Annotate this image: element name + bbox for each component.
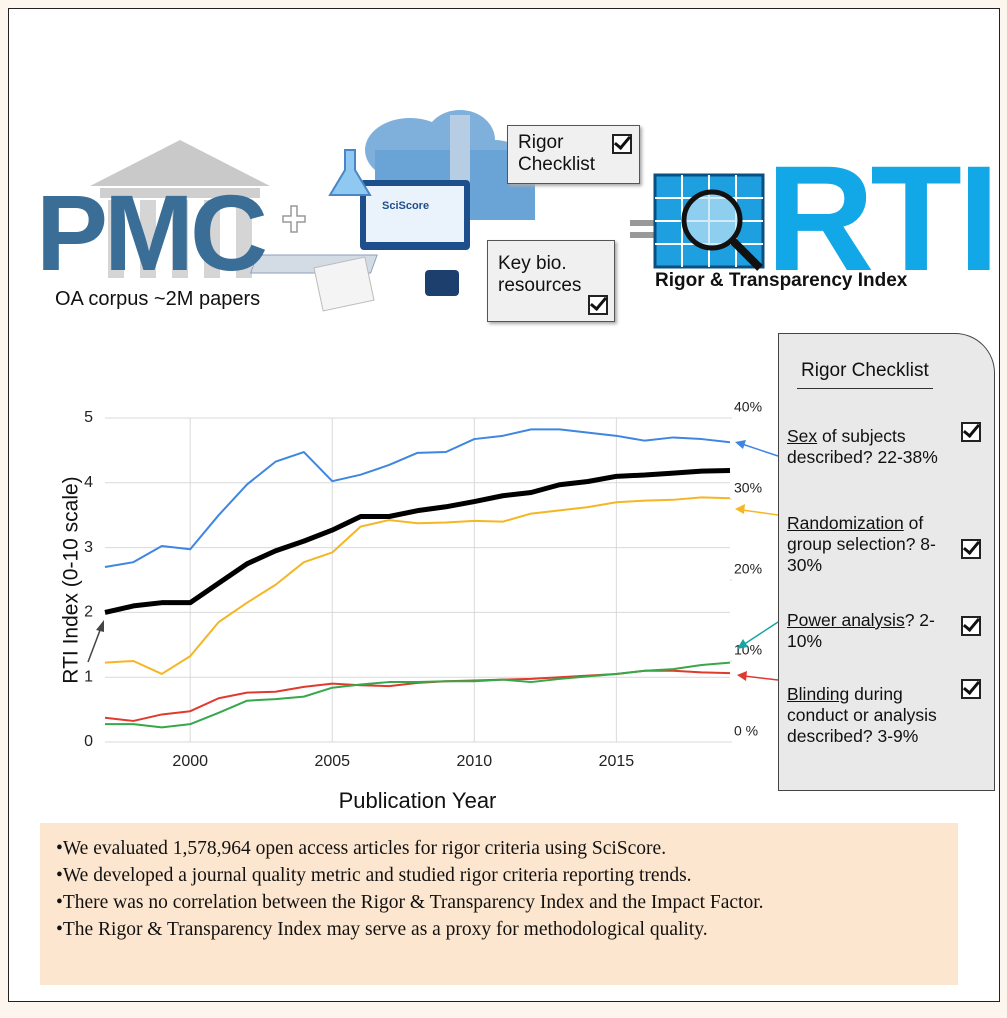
item-text: during conduct or analysis described? 3-… — [787, 684, 937, 746]
checklist-item: Sex of subjects described? 22-38% — [787, 426, 957, 468]
x-tick-label: 2005 — [314, 753, 350, 770]
resources-box: Key bio. resources — [487, 240, 615, 322]
y-tick-label: 4 — [84, 474, 93, 491]
x-tick-label: 2000 — [172, 753, 208, 770]
y-tick-label: 1 — [84, 668, 93, 685]
arrow — [741, 443, 779, 457]
arrow — [741, 509, 779, 516]
arrowhead — [735, 504, 745, 514]
screen — [366, 186, 464, 242]
y2-tick-label: 20% — [734, 561, 762, 577]
mouse-pad — [425, 270, 459, 296]
y2-tick-label: 30% — [734, 480, 762, 496]
magnifier — [681, 189, 743, 251]
series-line — [105, 661, 731, 729]
y2-tick-label: 40% — [734, 399, 762, 415]
checklist-title: Rigor Checklist — [797, 360, 933, 389]
annotation-arrows — [87, 440, 779, 681]
y-axis-title: RTI Index (0-10 scale) — [60, 476, 83, 683]
y-tick-label: 2 — [84, 604, 93, 621]
chart: 0 1 2 3 4 5 2000 2005 2010 2015 0 % 10% 20% 30% 40% RTI… — [60, 399, 779, 813]
checkbox — [588, 295, 608, 315]
rti-logo: RTI — [766, 134, 1000, 302]
series-line — [104, 496, 731, 675]
series-line — [104, 669, 731, 722]
flask — [328, 149, 372, 196]
pmc-beam — [100, 188, 260, 198]
x-tick-label: 2015 — [599, 753, 635, 770]
pmc-caption: OA corpus ~2M papers — [55, 288, 261, 310]
header-art — [90, 110, 765, 312]
resources-box-text: Key bio. resources — [498, 253, 582, 296]
item-term: Sex — [787, 426, 818, 446]
checkbox — [612, 134, 632, 154]
checklist-item: Blinding during conduct or analysis desc… — [787, 684, 957, 747]
y2-tick-label: 10% — [734, 642, 762, 658]
item-text: of subjects described? 22-38% — [787, 426, 938, 467]
item-text: of group selection? 8-30% — [787, 513, 936, 575]
item-term: Power analysis — [787, 610, 905, 630]
series-line — [104, 428, 731, 569]
checkbox — [961, 616, 981, 636]
sciscore-label: SciScore — [382, 200, 430, 212]
y-tick-label: 0 — [84, 733, 93, 750]
x-axis-title: Publication Year — [339, 788, 497, 813]
highlights: •We evaluated 1,578,964 open access arti… — [40, 823, 958, 985]
series-line — [104, 467, 731, 615]
arrow — [743, 675, 779, 681]
magnifier-handle — [729, 237, 763, 271]
arrowhead — [735, 440, 746, 449]
bullet: •There was no correlation between the Ri… — [56, 892, 764, 913]
y2-tick-label: 0 % — [734, 723, 758, 739]
pmc-columns — [108, 200, 252, 278]
y-tick-label: 5 — [84, 409, 93, 426]
arrow — [742, 621, 779, 646]
pmc-roof — [90, 140, 270, 186]
checklist-item: Randomization of group selection? 8-30% — [787, 513, 947, 576]
item-text: ? 2-10% — [787, 610, 935, 651]
checkbox — [961, 422, 981, 442]
item-term: Blinding — [787, 684, 850, 704]
arrowhead — [96, 620, 104, 632]
bullet: •We developed a journal quality metric a… — [56, 865, 692, 886]
papers — [313, 256, 375, 312]
arrowhead — [737, 639, 748, 649]
checkbox — [961, 679, 981, 699]
checklist-item: Power analysis? 2-10% — [787, 610, 947, 652]
item-term: Randomization — [787, 513, 904, 533]
rigor-box: Rigor Checklist — [507, 125, 640, 184]
x-tick-label: 2010 — [457, 753, 493, 770]
bullet: •We evaluated 1,578,964 open access arti… — [56, 838, 667, 859]
arrow — [87, 624, 103, 663]
plus-sign — [282, 205, 306, 233]
bullet: •The Rigor & Transparency Index may serv… — [56, 919, 708, 940]
pmc-logo: PMC — [36, 172, 268, 293]
rigor-box-text: Rigor Checklist — [518, 132, 596, 175]
arrowhead — [737, 671, 747, 681]
y-tick-label: 3 — [84, 539, 93, 556]
rti-caption: Rigor & Transparency Index — [655, 270, 908, 291]
checklist-panel: Rigor Checklist Sex of subjects describe… — [778, 333, 995, 791]
checkbox — [961, 539, 981, 559]
